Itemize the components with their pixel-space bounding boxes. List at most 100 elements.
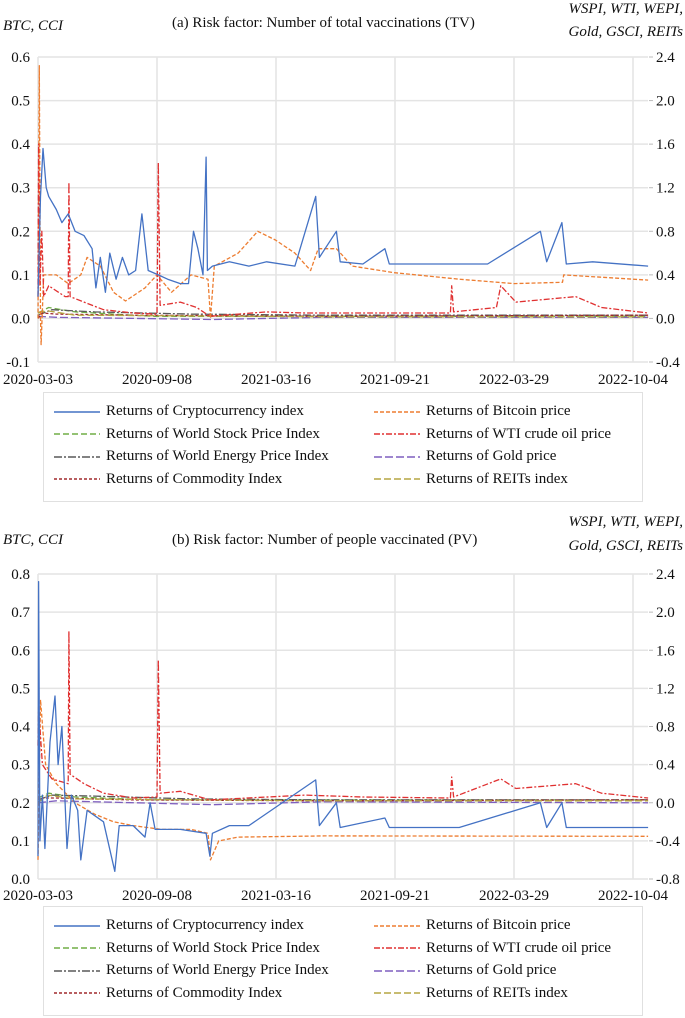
right-axis-label-a-line1: WSPI, WTI, WEPI, (568, 1, 683, 17)
legend-swatch (54, 455, 100, 458)
series-line-cci (37, 147, 649, 297)
series-line-btc (37, 699, 649, 861)
y-left-tick-label: 0.5 (11, 94, 30, 110)
series-line-gsci (37, 312, 649, 319)
legend-swatch (374, 410, 420, 413)
y-left-tick-label: 0.5 (11, 681, 30, 697)
y-left-tick-label: 0.4 (11, 137, 30, 153)
legend-swatch (374, 969, 420, 972)
x-tick-label: 2021-03-16 (241, 372, 311, 388)
y-left-tick-label: 0.1 (11, 268, 30, 284)
legend-item-wti: Returns of WTI crude oil price (374, 938, 611, 958)
y-right-tick-label: 1.2 (656, 681, 675, 697)
legend-swatch (374, 992, 420, 994)
chart-title-b: (b) Risk factor: Number of people vaccin… (172, 532, 478, 548)
legend-item-gsci: Returns of Commodity Index (54, 983, 282, 1003)
y-right-tick-label: 2.4 (656, 567, 675, 583)
y-left-tick-label: 0.0 (11, 311, 30, 327)
legend-swatch (54, 924, 100, 927)
legend-label: Returns of World Stock Price Index (106, 425, 320, 442)
x-tick-label: 2020-03-03 (3, 888, 73, 904)
y-right-tick-label: 1.6 (656, 137, 675, 153)
y-right-tick-label: -0.8 (656, 872, 680, 888)
right-axis-label-b-line2: Gold, GSCI, REITs (568, 538, 683, 554)
legend-swatch (374, 433, 420, 435)
x-tick-label: 2022-10-04 (598, 372, 668, 388)
legend-swatch (374, 455, 420, 458)
y-left-tick-label: 0.7 (11, 605, 30, 621)
x-tick-label: 2022-10-04 (598, 888, 668, 904)
y-right-tick-label: -0.4 (656, 355, 680, 371)
series-line-reits (37, 794, 649, 804)
legend-item-btc: Returns of Bitcoin price (374, 915, 571, 935)
y-left-tick-label: -0.1 (6, 355, 30, 371)
x-tick-label: 2022-03-29 (479, 888, 549, 904)
x-tick-label: 2020-09-08 (122, 888, 192, 904)
legend-item-wspi: Returns of World Stock Price Index (54, 424, 320, 444)
legend-swatch (54, 478, 100, 480)
y-left-tick-label: 0.2 (11, 224, 30, 240)
legend-label: Returns of Cryptocurrency index (106, 917, 304, 933)
series-line-wepi (37, 794, 649, 801)
left-axis-label-a: BTC, CCI (3, 18, 64, 34)
y-left-tick-label: 0.6 (11, 643, 30, 659)
legend-item-reits: Returns of REITs index (374, 469, 568, 489)
series-line-cci (37, 580, 649, 873)
left-axis-label-b: BTC, CCI (3, 532, 64, 548)
y-left-tick-label: 0.6 (11, 50, 30, 66)
legend-swatch (54, 433, 100, 435)
y-right-tick-label: 0.8 (656, 224, 675, 240)
chart-b: 0.0 0.1 0.2 0.3 0.4 0.5 0.6 0.7 0.8 -0.8 -0.4 0.0 0.… (3, 567, 680, 904)
x-tick-label: 2021-09-21 (360, 372, 430, 388)
legend-label: Returns of World Stock Price Index (106, 939, 320, 956)
y-right-tick-label: 0.4 (656, 268, 675, 284)
y-right-tick-label: -0.4 (656, 834, 680, 850)
legend-item-wepi: Returns of World Energy Price Index (54, 446, 329, 466)
legend-label: Returns of WTI crude oil price (426, 939, 612, 956)
legend-swatch (374, 947, 420, 949)
series-line-wti (37, 630, 649, 801)
legend-a: Returns of Cryptocurrency index Returns o… (43, 392, 643, 502)
y-right-tick-label: 2.0 (656, 94, 675, 110)
y-left-tick-label: 0.0 (11, 872, 30, 888)
series-line-reits (37, 310, 649, 318)
right-axis-label-a-line2: Gold, GSCI, REITs (568, 24, 683, 40)
legend-label: Returns of Gold price (426, 962, 557, 978)
x-tick-label: 2020-03-03 (3, 372, 73, 388)
y-right-tick-label: 0.0 (656, 311, 675, 327)
legend-label: Returns of Bitcoin price (426, 403, 571, 419)
legend-swatch (54, 410, 100, 413)
legend-label: Returns of Bitcoin price (426, 917, 571, 933)
legend-label: Returns of Commodity Index (106, 470, 283, 487)
x-tick-label: 2020-09-08 (122, 372, 192, 388)
legend-item-btc: Returns of Bitcoin price (374, 401, 571, 421)
legend-label: Returns of World Energy Price Index (106, 962, 329, 978)
x-tick-label: 2021-03-16 (241, 888, 311, 904)
legend-label: Returns of WTI crude oil price (426, 425, 612, 442)
legend-item-wepi: Returns of World Energy Price Index (54, 960, 329, 980)
series-line-btc (37, 65, 649, 346)
y-left-tick-label: 0.1 (11, 834, 30, 850)
right-axis-label-b-line1: WSPI, WTI, WEPI, (568, 514, 683, 530)
legend-swatch (374, 924, 420, 927)
y-left-tick-label: 0.2 (11, 796, 30, 812)
y-right-tick-label: 1.2 (656, 181, 675, 197)
legend-item-wspi: Returns of World Stock Price Index (54, 938, 320, 958)
legend-label: Returns of Cryptocurrency index (106, 403, 304, 419)
chart-a: -0.1 0.0 0.1 0.2 0.3 0.4 0.5 0.6 -0.4 0.0 0.4 0.8 1.… (3, 50, 680, 388)
legend-swatch (374, 478, 420, 480)
y-right-tick-label: 2.4 (656, 50, 675, 66)
y-left-tick-label: 0.3 (11, 758, 30, 774)
y-right-tick-label: 2.0 (656, 605, 675, 621)
legend-item-wti: Returns of WTI crude oil price (374, 424, 611, 444)
legend-label: Returns of REITs index (426, 984, 568, 1001)
series-line-gold (37, 800, 649, 806)
y-right-tick-label: 0.8 (656, 720, 675, 736)
legend-item-gold: Returns of Gold price (374, 446, 556, 466)
y-left-tick-label: 0.3 (11, 181, 30, 197)
legend-item-cci: Returns of Cryptocurrency index (54, 401, 304, 421)
legend-swatch (54, 969, 100, 972)
legend-label: Returns of Commodity Index (106, 984, 283, 1001)
legend-item-gold: Returns of Gold price (374, 960, 556, 980)
